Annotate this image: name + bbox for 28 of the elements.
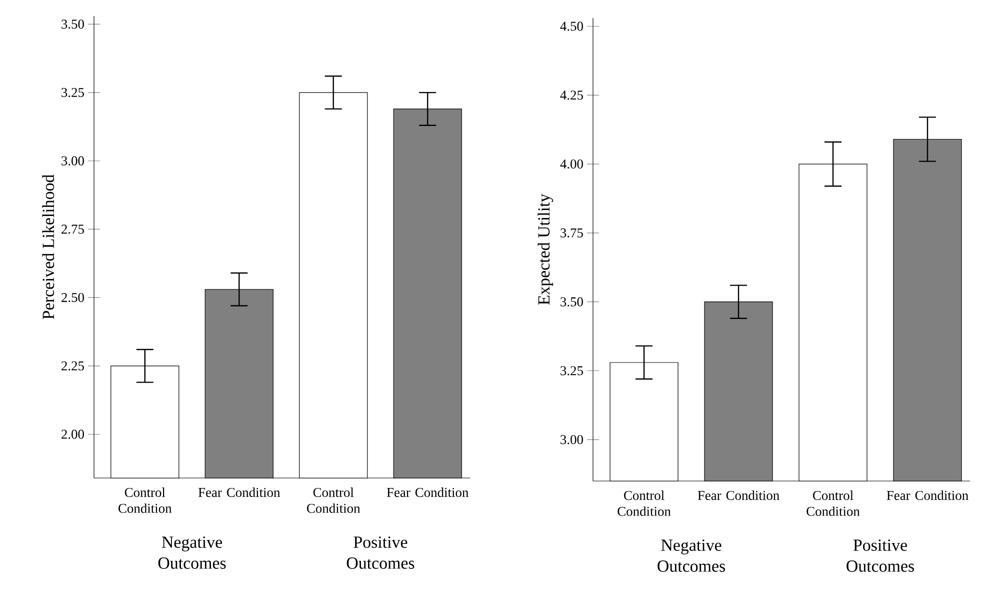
x-tick-label: Control Condition (118, 488, 172, 513)
y-tick-label: 2.50 (62, 292, 84, 302)
text: Positive Outcomes (346, 536, 414, 569)
y-tick-label: 4.00 (560, 159, 583, 169)
y-axis-title: Perceived Likelihood (42, 174, 54, 320)
x-tick-label: Control Condition (806, 490, 860, 516)
text: Positive Outcomes (846, 540, 914, 572)
x-tick-label: Fear Condition (698, 490, 780, 500)
y-tick-label: 3.25 (560, 366, 583, 376)
text: Negative Outcomes (158, 536, 226, 569)
x-tick-label: Control Condition (618, 490, 671, 516)
y-tick-label: 3.00 (560, 435, 583, 444)
x-tick-label: Fear Condition (886, 490, 968, 500)
y-tick-label: 4.50 (560, 22, 583, 31)
x-tick-label: Fear Condition (386, 488, 468, 497)
x-tick-label: Fear Condition (198, 488, 280, 497)
y-tick-label: 3.50 (62, 20, 84, 29)
text: Negative Outcomes (658, 540, 726, 572)
y-tick-label: 3.75 (560, 228, 583, 238)
y-tick-label: 3.50 (560, 297, 583, 306)
y-tick-label: 2.00 (62, 430, 84, 439)
y-tick-label: 3.00 (62, 156, 84, 166)
y-tick-label: 2.75 (62, 224, 84, 234)
y-axis-title: Expected Utility (538, 194, 554, 305)
y-tick-label: 2.25 (62, 361, 84, 370)
x-tick-label: Control Condition (307, 488, 360, 513)
y-tick-label: 3.25 (62, 88, 84, 98)
y-tick-label: 4.25 (560, 90, 583, 100)
